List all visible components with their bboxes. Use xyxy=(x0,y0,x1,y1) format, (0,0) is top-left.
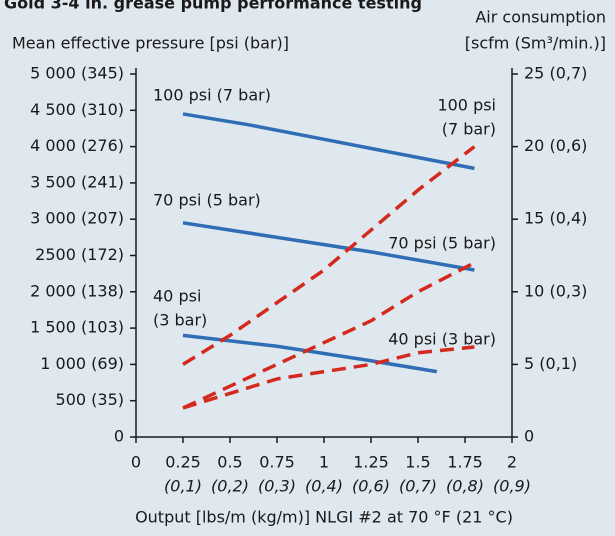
y2-tick-label: 0 xyxy=(524,427,534,446)
x-tick-sublabel: (0,9) xyxy=(493,477,531,496)
y-tick-label: 5 000 (345) xyxy=(30,64,124,83)
x-tick-label: 0 xyxy=(131,453,141,472)
series-line xyxy=(182,145,476,366)
y-tick-label: 1 000 (69) xyxy=(40,354,124,373)
annotation: (3 bar) xyxy=(153,311,207,330)
y-tick-label: 2 000 (138) xyxy=(30,281,124,300)
y-tick-label: 1 500 (103) xyxy=(30,318,124,337)
x-tick-label: 0.75 xyxy=(259,453,295,472)
y2-tick-label: 5 (0,1) xyxy=(524,354,577,373)
y2-axis-title: [scfm (Sm³/min.)] xyxy=(465,34,606,53)
x-tick-sublabel: (0,7) xyxy=(399,477,437,496)
x-axis-title: Output [lbs/m (kg/m)] NLGI #2 at 70 °F (… xyxy=(135,508,513,527)
y-tick-label: 4 000 (276) xyxy=(30,136,124,155)
x-tick-sublabel: (0,1) xyxy=(164,477,202,496)
y-tick-label: 4 500 (310) xyxy=(30,100,124,119)
series-line xyxy=(182,333,438,374)
y-tick-label: 500 (35) xyxy=(56,390,124,409)
y-tick-label: 2500 (172) xyxy=(35,245,124,264)
x-tick-sublabel: (0,4) xyxy=(305,477,343,496)
x-tick-label: 0.5 xyxy=(217,453,242,472)
series-line xyxy=(182,221,475,272)
y-tick-label: 3 000 (207) xyxy=(30,209,124,228)
x-tick-sublabel: (0,3) xyxy=(258,477,296,496)
x-tick-sublabel: (0,8) xyxy=(446,477,484,496)
chart-title: Gold 3-4 in. grease pump performance tes… xyxy=(4,0,422,13)
series-line xyxy=(182,261,476,410)
y-tick-label: 0 xyxy=(114,427,124,446)
x-tick-label: 1.5 xyxy=(405,453,430,472)
x-tick-label: 0.25 xyxy=(165,453,201,472)
x-tick-label: 1.25 xyxy=(353,453,389,472)
annotation: 100 psi xyxy=(437,96,496,115)
annotation: 70 psi (5 bar) xyxy=(153,191,261,210)
x-tick-sublabel: (0,6) xyxy=(352,477,390,496)
y2-tick-label: 20 (0,6) xyxy=(524,136,587,155)
series-line xyxy=(182,112,475,171)
y2-axis-title: Air consumption xyxy=(475,8,606,27)
series-line xyxy=(182,345,475,410)
annotation: 40 psi (3 bar) xyxy=(388,330,496,349)
annotation: 40 psi xyxy=(153,287,201,306)
x-tick-label: 2 xyxy=(507,453,517,472)
annotation: (7 bar) xyxy=(442,120,496,139)
x-tick-sublabel: (0,2) xyxy=(211,477,249,496)
annotation: 100 psi (7 bar) xyxy=(153,86,271,105)
y2-tick-label: 25 (0,7) xyxy=(524,64,587,83)
x-tick-label: 1 xyxy=(319,453,329,472)
y2-tick-label: 10 (0,3) xyxy=(524,281,587,300)
x-tick-label: 1.75 xyxy=(447,453,483,472)
y2-tick-label: 15 (0,4) xyxy=(524,209,587,228)
y-axis-title: Mean effective pressure [psi (bar)] xyxy=(12,34,289,53)
annotation: 70 psi (5 bar) xyxy=(388,234,496,253)
y-tick-label: 3 500 (241) xyxy=(30,172,124,191)
